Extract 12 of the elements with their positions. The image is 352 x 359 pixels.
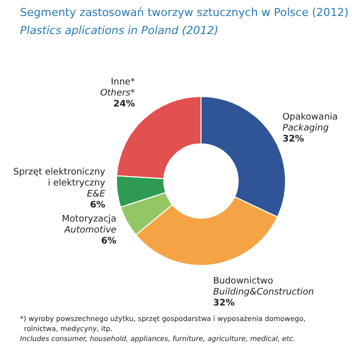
slice-label: Sprzęt elektroniczny i elektryczny E&E [13,167,106,200]
data-label: 32% [282,134,304,145]
data-label: 6% [90,200,106,210]
data-label: 32% [213,298,235,309]
data-label: 6% [101,236,116,246]
slice-label: Inne* Others* [100,78,136,98]
chart-title: Segmenty zastosowań tworzyw sztucznych w Polsce (2012) [20,6,349,19]
slice-label: Opakowania Packaging [282,112,338,134]
slice-label: Budownictwo Building&Construction [213,276,314,298]
slice-label: Motoryzacja Automotive [62,214,117,236]
chart-subtitle: Plastics aplications in Poland (2012) [20,24,218,37]
data-label: 24% [113,100,135,110]
